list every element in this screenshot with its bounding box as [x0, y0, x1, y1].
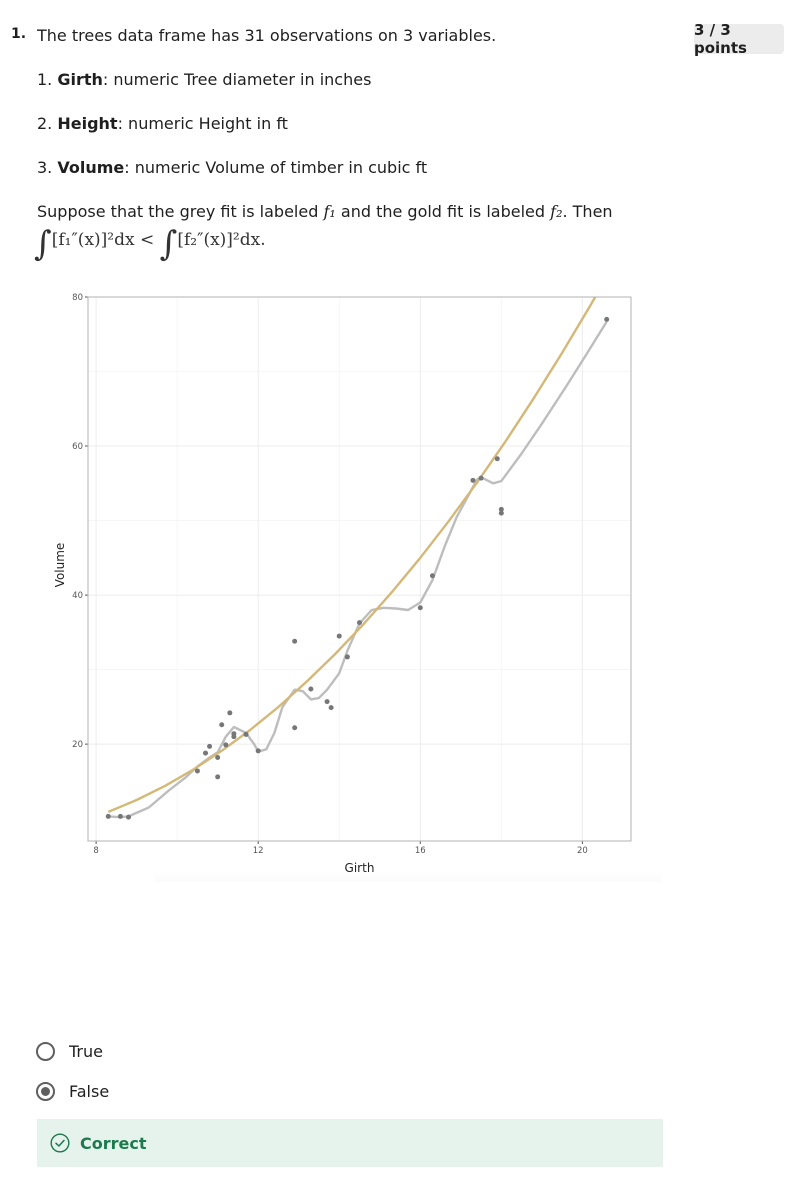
option-label: True [69, 1042, 103, 1061]
data-point [117, 813, 123, 819]
y-tick-label: 20 [72, 740, 83, 750]
data-point [292, 725, 298, 731]
data-point [255, 748, 261, 754]
variable-height: 2. Height: numeric Height in ft [37, 114, 288, 133]
data-point [308, 686, 314, 692]
integral-sign: ∫ [159, 224, 178, 264]
integral-inequality: ∫[f₁″(x)]²dx < ∫[f₂″(x)]²dx. [34, 224, 266, 264]
statement-text: . Then [562, 202, 613, 221]
f2-symbol: f₂ [550, 202, 563, 221]
data-point [357, 620, 362, 626]
y-tick-label: 40 [72, 591, 83, 601]
radio-false[interactable] [36, 1082, 55, 1101]
y-axis-label: Volume [53, 543, 67, 588]
data-point [344, 654, 350, 660]
integral-sign: ∫ [34, 224, 52, 264]
check-circle-icon [50, 1133, 70, 1153]
variable-volume: 3. Volume: numeric Volume of timber in c… [37, 158, 427, 177]
f1-symbol: f₁ [323, 202, 336, 221]
points-badge: 3 / 3 points [694, 21, 784, 57]
variable-name: Volume [57, 158, 125, 177]
option-true[interactable]: True [36, 1042, 103, 1061]
data-point [227, 710, 233, 716]
inequality-operator: < [139, 230, 155, 250]
data-point [470, 477, 476, 483]
data-point [324, 699, 330, 705]
data-point [328, 705, 334, 711]
variable-name: Height [57, 114, 118, 133]
variable-desc: : numeric Tree diameter in inches [102, 70, 372, 89]
y-tick-label: 80 [72, 293, 83, 303]
data-point [223, 742, 229, 748]
y-tick-label: 60 [72, 442, 83, 452]
question-number: 1. [11, 26, 27, 42]
variable-desc: : numeric Height in ft [117, 114, 288, 133]
x-axis-label: Girth [345, 861, 375, 875]
data-point [498, 510, 504, 516]
plot-border [87, 296, 632, 842]
data-point [215, 774, 221, 780]
feedback-banner: Correct [37, 1119, 663, 1167]
data-point [219, 722, 225, 728]
variable-index: 1. [37, 70, 53, 89]
x-tick-label: 8 [93, 846, 98, 856]
integral-right: [f₂″(x)]²dx. [177, 230, 266, 250]
girth-volume-chart: 8 12 16 20 20 40 60 80 Girth Volume [53, 293, 632, 875]
variable-index: 2. [37, 114, 53, 133]
data-point [429, 573, 435, 579]
variable-girth: 1. Girth: numeric Tree diameter in inche… [37, 70, 371, 89]
data-point [203, 750, 209, 756]
data-point [498, 506, 504, 512]
variable-desc: : numeric Volume of timber in cubic ft [124, 158, 428, 177]
integral-left: [f₁″(x)]²dx [51, 230, 135, 250]
data-point [336, 633, 342, 639]
data-point [478, 475, 484, 481]
option-label: False [69, 1082, 110, 1101]
x-tick-label: 16 [415, 846, 426, 856]
data-point [105, 813, 111, 819]
x-tick-label: 20 [577, 846, 588, 856]
feedback-label: Correct [80, 1133, 147, 1153]
data-point [243, 731, 249, 737]
data-point [215, 755, 221, 761]
data-point [207, 743, 213, 749]
data-point [126, 814, 132, 820]
data-point [604, 316, 610, 322]
data-point [417, 605, 423, 611]
question-intro: The trees data frame has 31 observations… [37, 26, 497, 45]
chart-bottom-divider [155, 872, 662, 882]
statement-text: Suppose that the grey fit is labeled [37, 202, 324, 221]
data-point [494, 456, 500, 462]
data-point [292, 638, 298, 644]
question-statement: Suppose that the grey fit is labeled f₁ … [37, 202, 613, 221]
radio-true[interactable] [36, 1042, 55, 1061]
data-point [194, 768, 200, 774]
variable-name: Girth [57, 70, 103, 89]
x-tick-label: 12 [253, 846, 264, 856]
gold-fit-line [107, 297, 597, 814]
option-false[interactable]: False [36, 1082, 109, 1101]
statement-text: and the gold fit is labeled [335, 202, 551, 221]
plot-panel [88, 297, 631, 841]
variable-index: 3. [37, 158, 53, 177]
data-point [231, 731, 237, 737]
